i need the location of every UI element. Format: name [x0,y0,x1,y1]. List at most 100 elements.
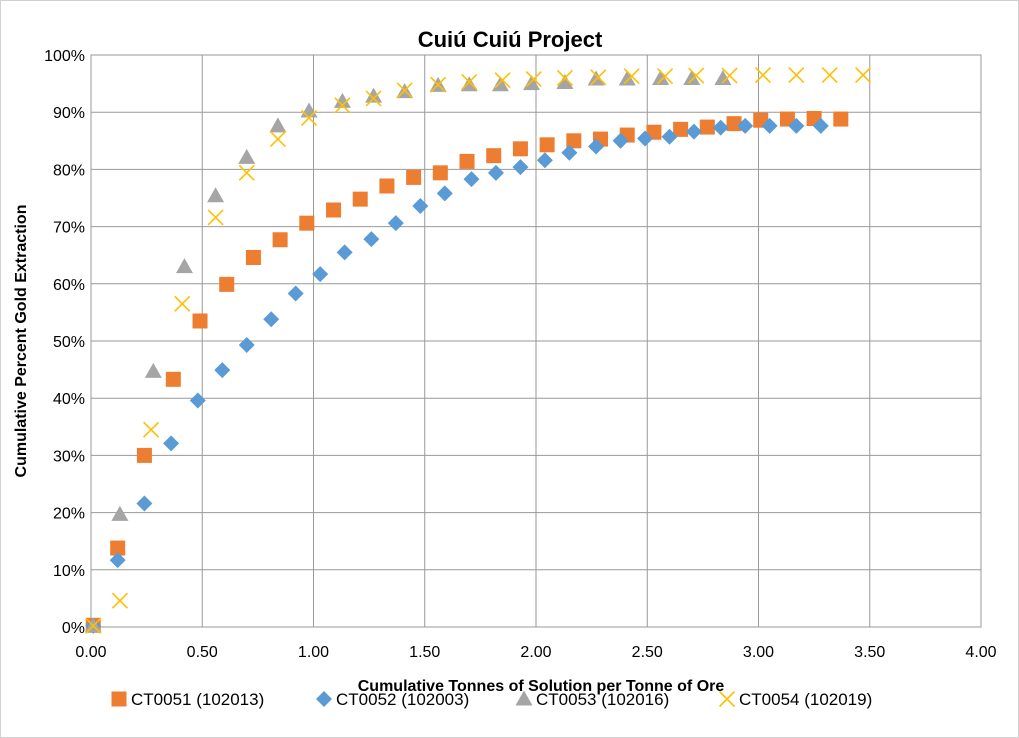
data-point [561,144,578,161]
data-point [788,66,805,84]
data-point [587,70,605,86]
data-point [175,258,193,274]
data-point [566,133,582,149]
y-tick-label: 0% [62,620,85,637]
x-tick-label: 0.50 [187,644,218,661]
y-tick-label: 10% [53,563,85,580]
y-tick-label: 20% [53,506,85,523]
data-point [539,137,555,153]
x-axis-label: Cumulative Tonnes of Solution per Tonne … [358,678,725,695]
data-point [263,311,280,328]
data-point [365,90,382,107]
data-point [590,69,607,86]
data-point [788,117,805,134]
data-point [486,148,502,164]
series-x [85,66,872,634]
data-point [459,153,475,169]
gridlines [90,54,982,628]
data-point [612,132,629,149]
x-tick-label: 1.00 [298,644,329,661]
data-point [699,119,715,135]
data-point [833,111,849,127]
data-point [363,231,380,248]
data-point [683,69,701,85]
data-point [536,152,553,169]
data-point [656,68,674,85]
data-point [109,552,126,569]
legend-label: CT0053 (102016) [536,690,669,709]
data-point [855,66,872,84]
data-point [365,87,383,103]
data-point [618,70,636,86]
data-point [588,138,605,155]
legend-label: CT0051 (102013) [131,690,264,709]
data-point [136,495,153,512]
y-tick-label: 40% [53,391,85,408]
data-point [238,337,255,354]
y-tick-label: 100% [44,48,85,65]
data-series [84,66,872,634]
data-point [189,392,206,409]
data-point [272,232,288,248]
series-diamond [85,117,829,634]
data-point [432,165,448,181]
data-point [238,148,256,164]
legend-label: CT0052 (102003) [336,690,469,709]
data-point [714,69,732,85]
data-point [463,171,480,188]
data-point [556,69,573,86]
data-point [379,178,395,194]
data-point [406,169,422,185]
data-point [761,117,778,134]
data-point [623,68,640,85]
data-point [688,67,705,84]
legend-item: CT0053 (102016) [515,690,669,709]
data-point [821,66,838,84]
data-point [352,191,368,207]
legend-item: CT0052 (102003) [316,690,469,709]
series-triangle [84,69,732,633]
data-point [144,362,162,378]
data-point [163,435,180,452]
data-point [430,76,447,93]
data-point [754,66,772,84]
data-point [269,117,287,133]
y-axis-ticks: 0% 10% 20% 30% 40% 50% 60% 70% 80% 90% 100% [44,48,85,637]
data-point [165,371,181,387]
x-tick-label: 3.50 [854,644,885,661]
data-point [312,266,329,283]
data-point [556,73,574,89]
data-point [136,447,152,463]
data-point [300,102,318,118]
data-point [737,117,754,134]
data-point [300,109,318,126]
y-tick-label: 90% [53,105,85,122]
data-point [652,69,670,85]
data-point [461,73,478,90]
data-point [512,159,529,176]
data-point [269,131,286,148]
data-point [110,540,126,556]
data-point [111,592,128,609]
legend-marker [316,691,332,707]
y-tick-label: 30% [53,448,85,465]
y-tick-label: 50% [53,334,85,351]
y-tick-label: 60% [53,277,85,294]
x-axis-ticks: 0.00 0.50 1.00 1.50 2.00 2.50 3.00 3.50 4.00 [75,644,996,661]
data-point [494,72,511,89]
data-point [219,276,235,292]
legend-label: CT0054 (102019) [739,690,872,709]
data-point [336,244,353,261]
data-point [111,505,129,521]
legend: CT0051 (102013) CT0052 (102003) CT0053 (10… [111,690,872,709]
data-point [812,117,829,134]
data-point [85,617,102,634]
legend-item: CT0054 (102019) [718,690,872,709]
data-point [396,82,413,99]
data-point [238,164,255,181]
data-point [174,295,191,312]
x-tick-label: 1.50 [409,644,440,661]
y-tick-label: 80% [53,162,85,179]
